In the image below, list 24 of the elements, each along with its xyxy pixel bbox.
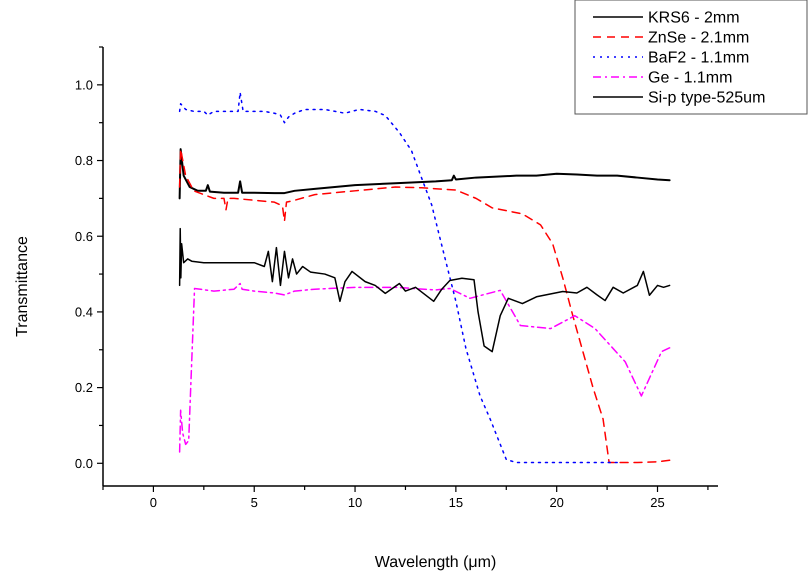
legend-label: KRS6 - 2mm	[648, 10, 740, 27]
x-tick-label: 10	[348, 495, 362, 510]
x-tick-label: 20	[549, 495, 564, 510]
line-series	[178, 228, 670, 352]
legend-label: Ge - 1.1mm	[648, 70, 732, 87]
legend-label: Si-p type-525um	[648, 90, 766, 107]
legend-label: ZnSe - 2.1mm	[648, 30, 750, 47]
x-tick-label: 5	[250, 495, 258, 510]
x-tick-label: 15	[448, 495, 464, 510]
legend-label: BaF2 - 1.1mm	[648, 50, 750, 67]
line-series	[178, 92, 618, 464]
line-series	[178, 282, 670, 453]
y-tick-label: 1.0	[74, 77, 93, 92]
x-axis-title: Wavelength (μm)	[374, 554, 496, 571]
y-tick-label: 0.4	[74, 304, 93, 320]
x-tick-label: 0	[150, 495, 158, 510]
y-tick-label: 0.8	[74, 153, 93, 168]
line-series	[178, 148, 671, 200]
y-axis-title: Transmittance	[14, 236, 31, 337]
y-tick-label: 0.0	[74, 456, 93, 471]
y-tick-label: 0.6	[74, 228, 93, 244]
line-series	[178, 148, 670, 464]
x-tick-label: 25	[650, 495, 665, 510]
y-tick-label: 0.2	[74, 380, 93, 396]
